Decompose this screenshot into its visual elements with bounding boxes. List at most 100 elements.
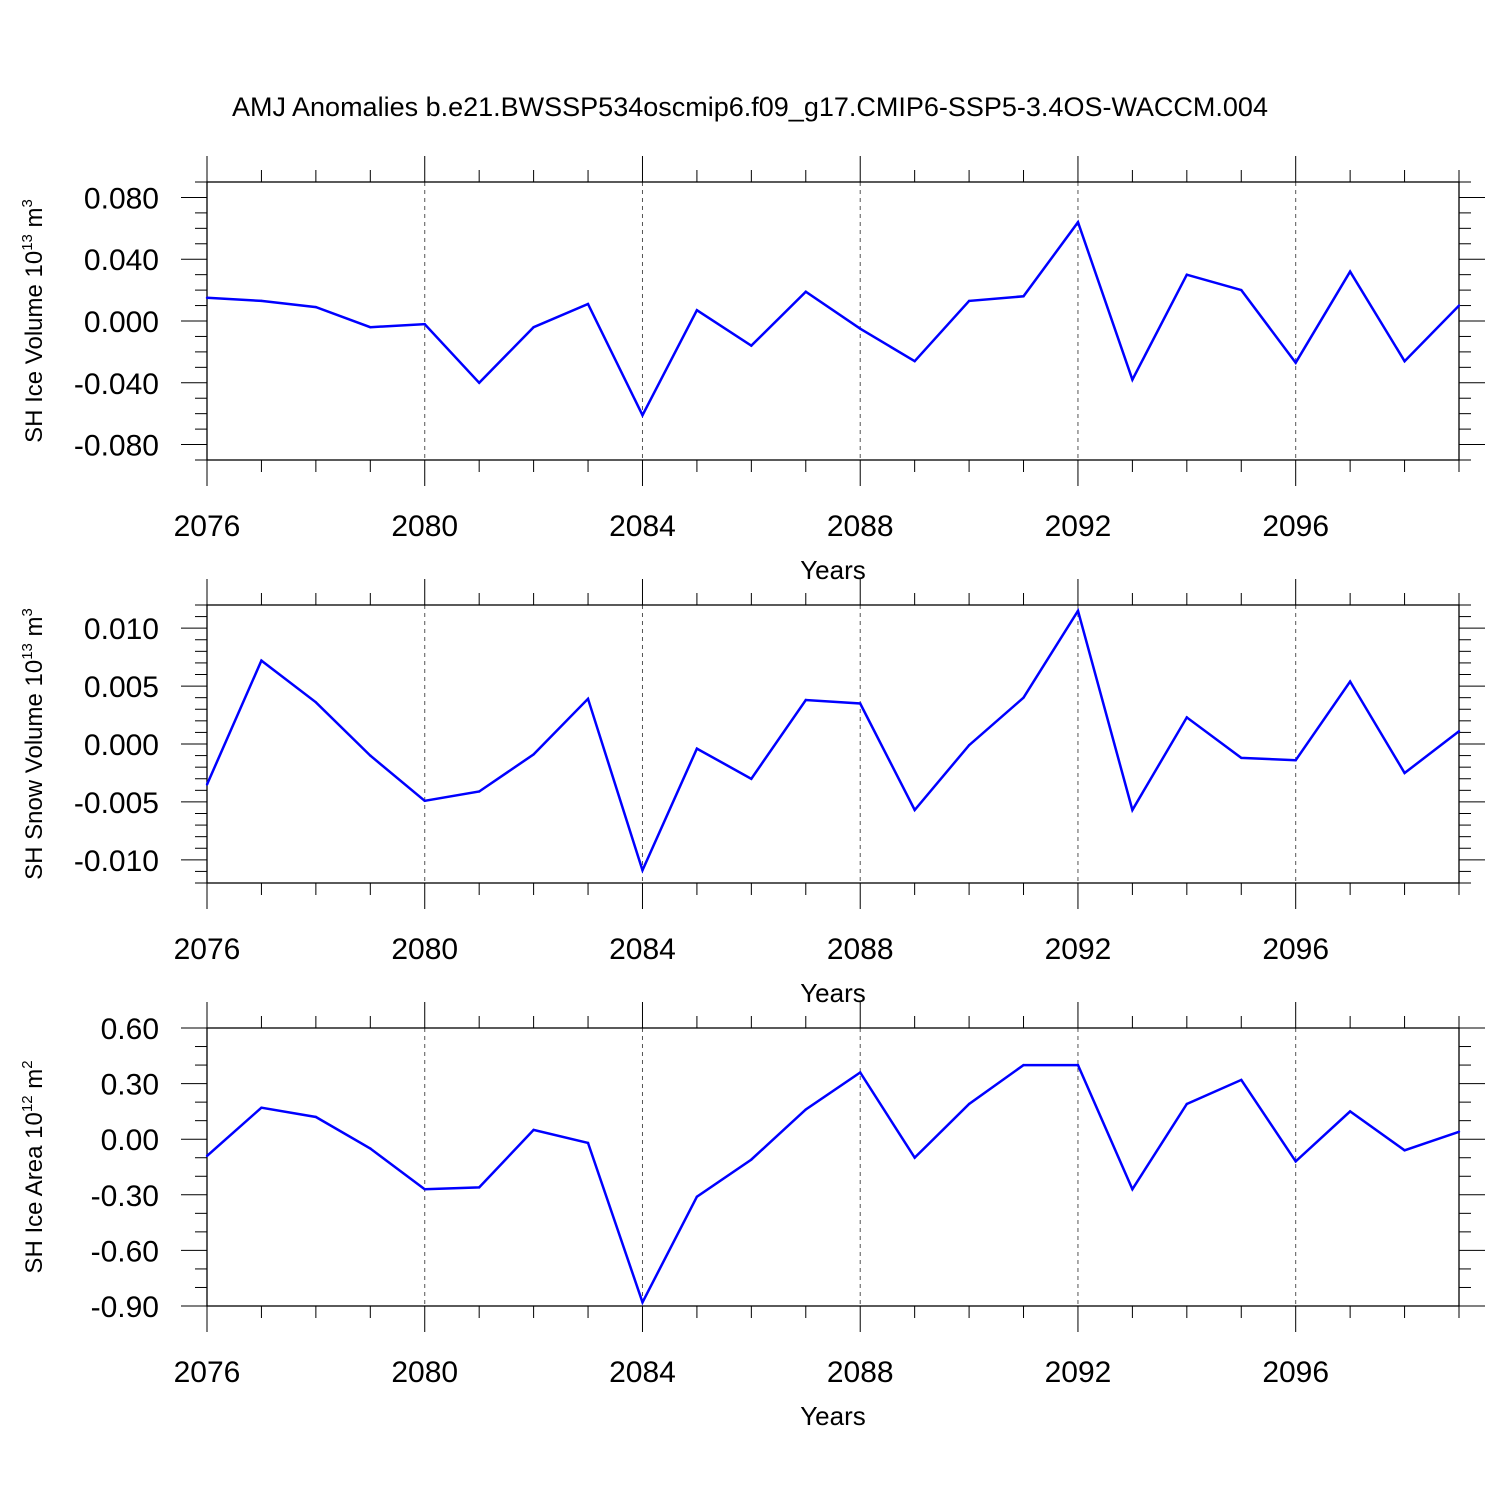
x-tick-label: 2080 [391, 510, 458, 543]
data-point [750, 344, 753, 347]
x-tick-label: 2084 [609, 933, 676, 966]
data-point [750, 777, 753, 780]
y-axis-label: SH Ice Volume 1013 m3 [19, 199, 48, 443]
data-point [1348, 270, 1352, 273]
data-point [1403, 1149, 1406, 1152]
data-point [532, 325, 535, 329]
y-axis-label: SH Snow Volume 1013 m3 [19, 608, 48, 880]
y-tick-label: 0.080 [84, 182, 159, 215]
x-tick-label: 2080 [391, 933, 458, 966]
y-tick-label: 0.005 [84, 671, 159, 704]
data-point [586, 1141, 590, 1145]
x-tick-label: 2084 [609, 510, 676, 543]
y-tick-label: 0.010 [84, 613, 159, 646]
series-line [205, 607, 1460, 874]
chart-ice-volume: -0.080 -0.040 0.000 0.040 0.080 2076 2080 2084 2… [19, 156, 1485, 585]
data-point [859, 327, 862, 330]
data-point [260, 299, 263, 303]
data-point [804, 290, 807, 293]
data-point [1294, 1160, 1297, 1163]
data-point [205, 296, 209, 300]
data-point [314, 1115, 318, 1119]
y-tick-label: -0.005 [74, 787, 159, 820]
data-point [532, 753, 535, 756]
data-point [695, 747, 699, 750]
data-point [1403, 771, 1406, 775]
plot-frame [206, 181, 1460, 461]
data-point [1185, 1102, 1189, 1106]
data-point [586, 697, 590, 701]
x-tick-label: 2092 [1045, 933, 1112, 966]
data-point [423, 799, 426, 802]
y-tick-label: -0.60 [91, 1235, 159, 1268]
data-point [641, 414, 644, 417]
data-point [967, 299, 971, 303]
data-point [1240, 756, 1243, 760]
data-point [1022, 696, 1025, 699]
data-point [1131, 378, 1134, 381]
data-point [477, 790, 481, 793]
x-tick-label: 2088 [827, 510, 894, 543]
x-tick-label: 2076 [174, 933, 241, 966]
y-tick-label: 0.30 [101, 1069, 159, 1102]
plot-frame [206, 1027, 1460, 1307]
chart-snow-volume: -0.010 -0.005 0.000 0.005 0.010 2076 2080 2084 2… [19, 579, 1485, 1008]
data-point [1294, 361, 1297, 364]
data-point [750, 1158, 753, 1161]
plot-frame [206, 604, 1460, 884]
data-point [1076, 220, 1080, 224]
series-line [206, 219, 1460, 418]
y-tick-label: 0.040 [84, 244, 159, 277]
data-point [1294, 759, 1297, 762]
data-point [314, 701, 318, 704]
data-point [1240, 1078, 1243, 1082]
data-point [1131, 808, 1134, 812]
x-tick-label: 2092 [1045, 510, 1112, 543]
y-tick-label: -0.30 [91, 1180, 159, 1213]
x-tick-label: 2092 [1045, 1356, 1112, 1389]
data-point [859, 702, 862, 705]
y-tick-label: 0.000 [84, 306, 159, 339]
y-tick-label: -0.080 [74, 430, 159, 463]
x-tick-label: 2096 [1262, 933, 1329, 966]
y-tick-label: 0.00 [101, 1124, 159, 1157]
x-axis-label: Years [800, 1401, 866, 1431]
x-tick-label: 2084 [609, 1356, 676, 1389]
data-point [423, 322, 426, 326]
y-tick-label: 0.60 [101, 1013, 159, 1046]
data-point [1185, 273, 1189, 276]
x-axis-label: Years [800, 555, 866, 585]
x-tick-label: 2096 [1262, 1356, 1329, 1389]
y-tick-label: 0.000 [84, 729, 159, 762]
data-point [205, 1154, 209, 1158]
chart-ice-area: -0.90 -0.60 -0.30 0.00 0.30 0.60 2076 2080 2084 2… [19, 1002, 1485, 1431]
x-tick-label: 2080 [391, 1356, 458, 1389]
figure-title: AMJ Anomalies b.e21.BWSSP534oscmip6.f09_… [232, 92, 1268, 122]
data-point [1076, 609, 1080, 612]
data-point [205, 783, 209, 786]
data-point [1022, 1063, 1025, 1067]
data-point [859, 1071, 862, 1074]
data-point [695, 308, 699, 312]
data-point [477, 1186, 481, 1189]
data-point [1076, 1063, 1080, 1067]
data-point [260, 1106, 263, 1109]
data-point [913, 808, 916, 812]
data-point [641, 1301, 644, 1304]
data-point [1240, 288, 1243, 292]
y-tick-label: -0.010 [74, 845, 159, 878]
data-point [804, 698, 807, 702]
x-tick-label: 2088 [827, 933, 894, 966]
data-point [1457, 730, 1461, 733]
data-point [369, 325, 372, 329]
x-tick-label: 2076 [174, 1356, 241, 1389]
data-point [1457, 1130, 1461, 1133]
y-axis-label: SH Ice Area 1012 m2 [19, 1060, 48, 1273]
data-point [967, 1102, 971, 1106]
data-point [967, 743, 971, 747]
data-point [260, 659, 263, 662]
data-point [1348, 680, 1352, 683]
data-point [423, 1188, 426, 1191]
data-point [586, 302, 590, 306]
